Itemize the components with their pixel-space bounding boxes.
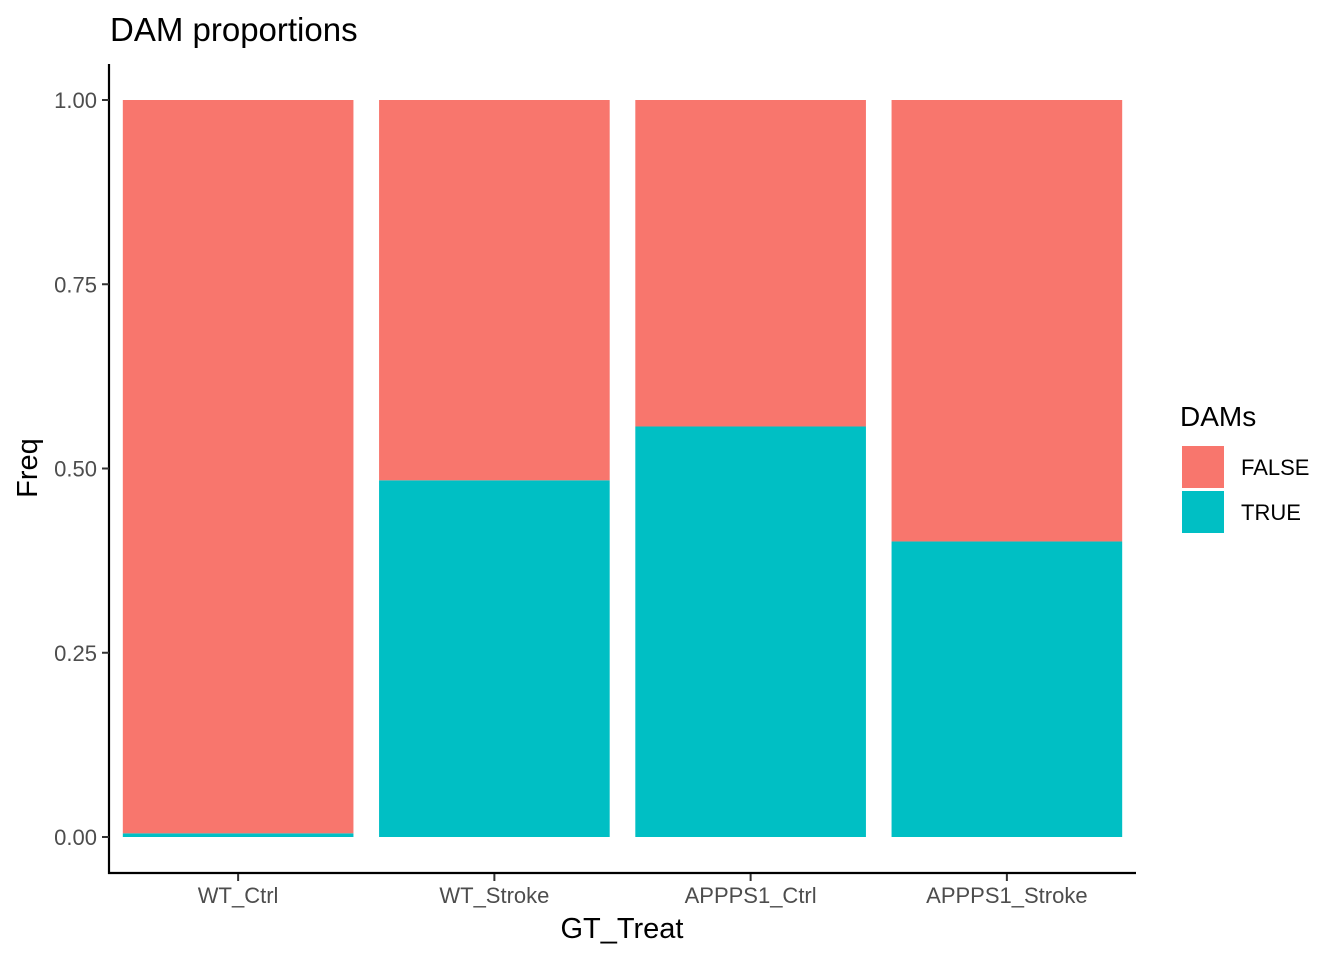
x-tick-label: WT_Stroke (439, 883, 549, 908)
bars-layer (122, 100, 1123, 837)
legend-key-FALSE (1182, 446, 1224, 488)
x-tick-label: APPPS1_Stroke (926, 883, 1087, 908)
legend-label-TRUE: TRUE (1241, 500, 1301, 525)
y-axis-ticks: 0.00 0.25 0.50 0.75 1.00 (54, 88, 109, 850)
x-tick-label: WT_Ctrl (198, 883, 279, 908)
legend: DAMs FALSE TRUE (1180, 401, 1309, 533)
bar-APPPS1_Stroke-FALSE (891, 100, 1123, 542)
y-tick-label: 0.25 (54, 641, 97, 666)
x-axis-title: GT_Treat (560, 913, 683, 945)
legend-label-FALSE: FALSE (1241, 455, 1309, 480)
bar-APPPS1_Ctrl-FALSE (635, 100, 866, 427)
bar-APPPS1_Ctrl-TRUE (635, 426, 866, 837)
y-axis-title: Freq (12, 438, 44, 498)
y-tick-label: 0.50 (54, 457, 97, 482)
bar-APPPS1_Stroke-TRUE (891, 541, 1123, 837)
bar-WT_Ctrl-TRUE (122, 833, 354, 837)
legend-key-TRUE (1182, 491, 1224, 533)
bar-WT_Stroke-FALSE (379, 100, 610, 481)
y-tick-label: 0.00 (54, 825, 97, 850)
x-tick-label: APPPS1_Ctrl (685, 883, 817, 908)
bar-WT_Ctrl-FALSE (122, 100, 354, 834)
bar-WT_Stroke-TRUE (379, 480, 610, 837)
y-tick-label: 1.00 (54, 88, 97, 113)
chart-title: DAM proportions (110, 11, 358, 48)
x-axis-ticks: WT_Ctrl WT_Stroke APPPS1_Ctrl APPPS1_Stroke (198, 874, 1088, 908)
legend-title: DAMs (1180, 401, 1256, 432)
y-tick-label: 0.75 (54, 272, 97, 297)
